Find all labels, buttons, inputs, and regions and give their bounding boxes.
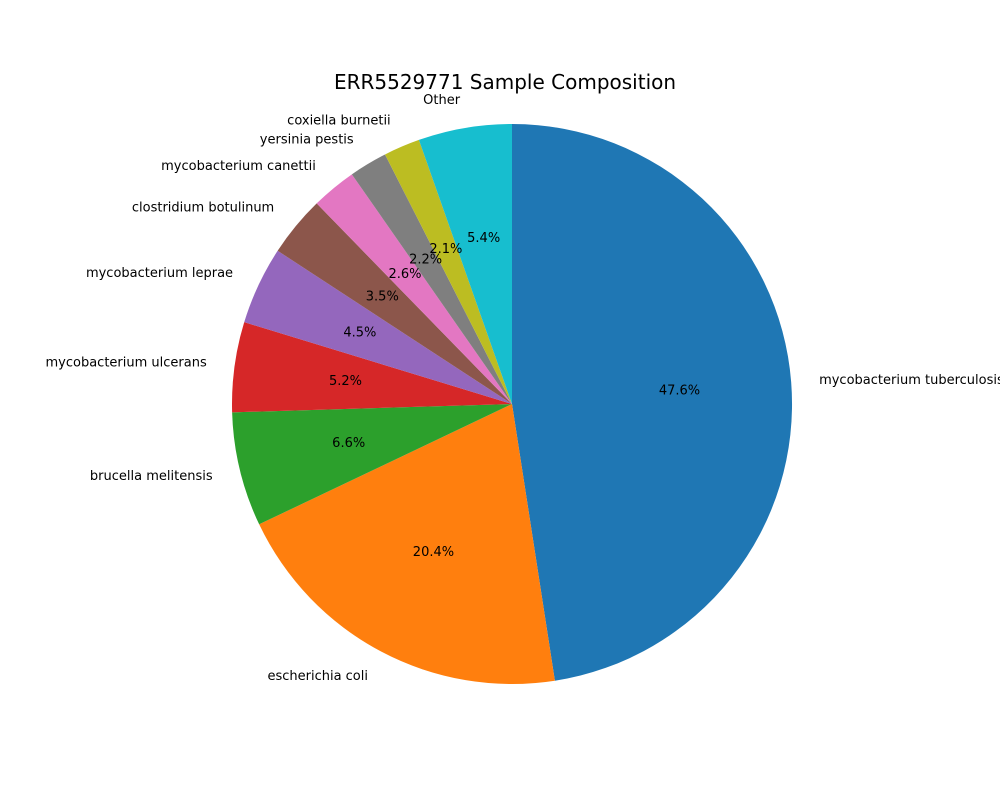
slice-percent-label: 2.2%: [409, 252, 442, 267]
pie-slice: [351, 154, 512, 404]
slice-percent-label: 20.4%: [413, 545, 454, 560]
slice-percent-label: 4.5%: [343, 325, 376, 340]
slice-label: brucella melitensis: [90, 469, 213, 484]
slice-label: Other: [423, 93, 461, 108]
pie-slices: [231, 124, 793, 685]
pie-slice: [244, 250, 512, 404]
slice-percent-label: 5.4%: [467, 231, 500, 246]
slice-label: escherichia coli: [267, 669, 368, 684]
slice-labels: mycobacterium tuberculosis escherichia co…: [46, 93, 1000, 684]
pie-slice: [316, 174, 512, 404]
slice-label: coxiella burnetii: [287, 113, 391, 128]
slice-label: mycobacterium tuberculosis: [819, 373, 1000, 388]
slice-label: mycobacterium canettii: [161, 159, 316, 174]
percent-labels: 47.6% 20.4% 6.6% 5.2% 4.5% 3.5% 2.6%2.2%2.1% 5.…: [329, 231, 700, 560]
pie-slice: [277, 203, 512, 404]
slice-label: mycobacterium ulcerans: [46, 356, 207, 371]
chart-title: ERR5529771 Sample Composition: [334, 70, 676, 94]
pie-slice: [232, 404, 512, 525]
pie-slice: [418, 124, 512, 404]
pie-slice: [385, 139, 512, 404]
pie-slice: [512, 124, 793, 681]
slice-label: clostridium botulinum: [132, 201, 274, 216]
pie-slice: [231, 322, 512, 413]
slice-percent-label: 2.1%: [429, 242, 462, 257]
slice-percent-label: 3.5%: [366, 290, 399, 305]
slice-percent-label: 5.2%: [329, 374, 362, 389]
slice-label: mycobacterium leprae: [86, 266, 233, 281]
slice-percent-label: 6.6%: [332, 436, 365, 451]
slice-label: yersinia pestis: [260, 132, 354, 147]
slice-percent-label: 2.6%: [388, 267, 421, 282]
slice-percent-label: 47.6%: [659, 384, 700, 399]
pie-slice: [259, 404, 555, 685]
